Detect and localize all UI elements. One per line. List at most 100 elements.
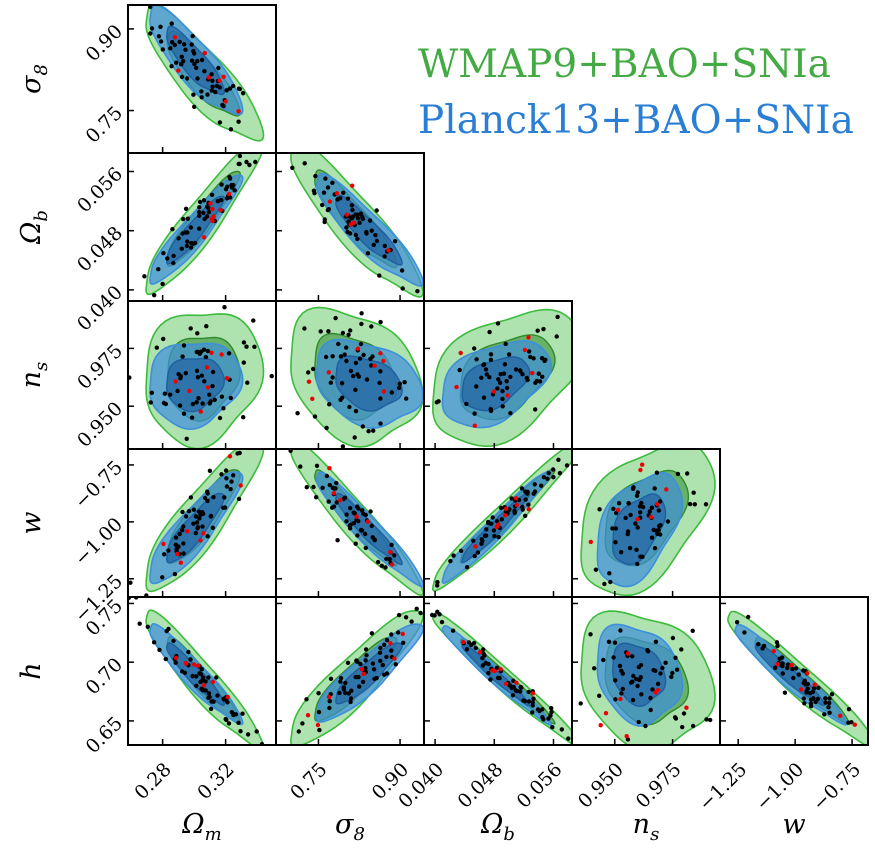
sample-point-red xyxy=(461,639,466,645)
sample-point xyxy=(197,205,202,210)
sample-point xyxy=(316,691,321,696)
sample-point xyxy=(354,658,359,663)
sample-point xyxy=(384,638,390,643)
y-tick-label: 0.70 xyxy=(82,654,127,699)
sample-point xyxy=(320,485,325,490)
sample-point xyxy=(635,490,640,495)
sample-point xyxy=(630,654,635,659)
sample-point xyxy=(773,665,778,670)
sample-point xyxy=(612,640,618,645)
sample-point xyxy=(371,667,377,672)
sample-point xyxy=(196,396,201,401)
sample-point-red xyxy=(491,389,497,394)
sample-point xyxy=(526,689,531,695)
sample-point-red xyxy=(201,531,206,536)
sample-point xyxy=(826,705,831,710)
sample-point xyxy=(330,354,335,359)
sample-point xyxy=(174,474,178,478)
sample-point xyxy=(317,727,322,733)
sample-point xyxy=(346,219,351,224)
sample-point xyxy=(185,216,191,221)
sample-point xyxy=(481,395,487,400)
sample-point-red xyxy=(354,514,359,519)
y-tick-label: 0.048 xyxy=(73,222,127,276)
sample-point xyxy=(197,213,202,218)
sample-point xyxy=(231,473,236,478)
sample-point xyxy=(145,624,150,629)
sample-point xyxy=(200,688,206,693)
sample-point xyxy=(179,74,185,80)
sample-point-red xyxy=(503,681,509,686)
sample-point xyxy=(195,525,201,530)
sample-point xyxy=(192,61,197,67)
sample-point xyxy=(210,78,215,84)
sample-point-red xyxy=(655,502,660,507)
sample-point xyxy=(555,314,560,320)
sample-point xyxy=(435,609,440,614)
sample-point-red xyxy=(161,541,166,547)
sample-point xyxy=(342,352,347,357)
sample-point xyxy=(333,315,338,321)
contour-68-planck13 xyxy=(461,643,531,707)
sample-point xyxy=(351,510,356,515)
sample-point xyxy=(188,245,194,250)
sample-point-red xyxy=(789,663,794,668)
sample-point xyxy=(359,321,364,327)
sample-point xyxy=(369,363,374,368)
sample-point xyxy=(229,479,234,484)
sample-point-red xyxy=(221,74,226,80)
y-tick-label: 0.75 xyxy=(82,102,127,147)
panel-ns-h xyxy=(571,596,721,746)
sample-point xyxy=(157,647,162,653)
sample-point-red xyxy=(196,663,201,668)
sample-point xyxy=(222,305,227,310)
sample-point xyxy=(353,541,358,546)
sample-point xyxy=(350,373,356,379)
sample-point xyxy=(496,534,501,540)
sample-point xyxy=(546,470,551,476)
sample-point xyxy=(364,653,369,658)
sample-point-red xyxy=(805,671,810,676)
y-axis-label-w: w xyxy=(16,511,47,534)
sample-point xyxy=(189,415,195,420)
sample-point xyxy=(672,715,678,720)
sample-point-red xyxy=(638,467,643,473)
sample-point xyxy=(194,368,200,373)
sample-point xyxy=(161,336,166,342)
sample-point xyxy=(191,48,196,54)
sample-point xyxy=(223,468,229,473)
sample-point xyxy=(327,705,332,711)
sample-point xyxy=(339,381,345,386)
sample-point xyxy=(338,354,344,359)
sample-point xyxy=(237,86,242,92)
sample-point xyxy=(194,674,199,679)
sample-point-red xyxy=(187,388,192,394)
sample-point xyxy=(222,505,228,510)
sample-point xyxy=(822,712,827,717)
sample-point xyxy=(370,661,376,666)
sample-point-red xyxy=(838,713,843,718)
sample-point xyxy=(652,546,658,551)
sample-point xyxy=(520,372,525,377)
contour-68-planck13 xyxy=(461,356,531,412)
sample-point xyxy=(827,710,832,715)
sample-point xyxy=(639,692,644,697)
sample-point xyxy=(344,358,349,364)
sample-point xyxy=(415,461,419,465)
sample-point xyxy=(606,639,612,644)
sample-point xyxy=(371,242,376,248)
sample-point-red xyxy=(492,668,497,674)
sample-point xyxy=(183,514,189,519)
sample-point xyxy=(367,218,373,223)
sample-point xyxy=(324,425,329,431)
sample-point xyxy=(206,675,211,680)
sample-point-red xyxy=(635,517,640,522)
sample-point xyxy=(645,649,651,654)
sample-point xyxy=(163,401,168,407)
sample-point-red xyxy=(381,358,386,364)
sample-point xyxy=(846,707,852,712)
sample-point xyxy=(195,58,200,64)
sample-point xyxy=(178,376,183,381)
sample-point xyxy=(190,33,195,39)
